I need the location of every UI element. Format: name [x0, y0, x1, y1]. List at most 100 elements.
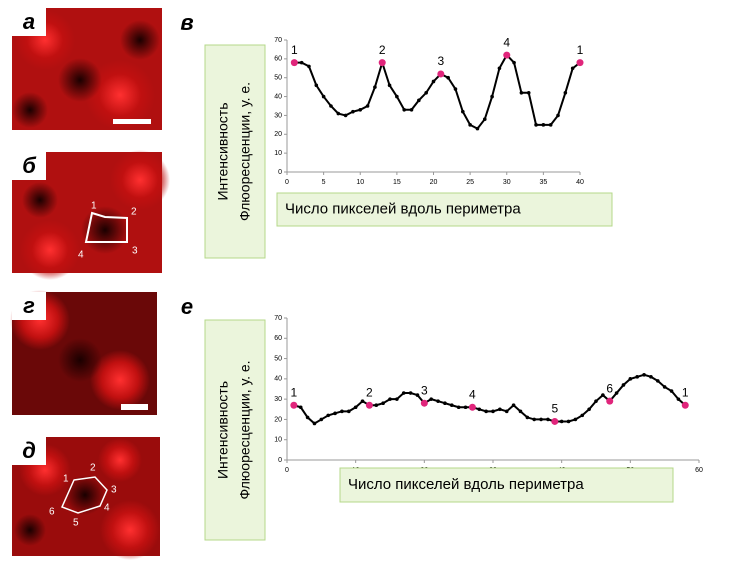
y-tick-label: 70	[274, 315, 282, 322]
data-point	[580, 413, 585, 418]
data-point	[326, 413, 331, 418]
marker	[420, 399, 428, 407]
y-axis-label: Флюоресценции, у. е.	[237, 82, 253, 221]
marker	[551, 417, 559, 425]
x-tick-label: 35	[539, 179, 547, 186]
x-tick-label: 5	[322, 179, 326, 186]
data-point	[556, 113, 560, 118]
data-point	[347, 409, 351, 414]
y-tick-label: 30	[274, 396, 282, 403]
data-point	[468, 123, 472, 127]
data-point	[491, 409, 495, 414]
point-label: 1	[63, 474, 69, 485]
x-tick-label: 40	[576, 179, 584, 186]
point-label: 4	[78, 250, 84, 261]
data-point	[401, 391, 406, 395]
marker-label: 4	[469, 387, 476, 401]
image-b: б 1 2 3 4	[12, 150, 170, 280]
x-tick-label: 0	[285, 179, 289, 186]
y-tick-label: 20	[274, 131, 282, 138]
data-point	[387, 83, 392, 88]
data-point	[614, 391, 619, 395]
point-label: 6	[49, 507, 55, 518]
point-label: 2	[90, 463, 96, 474]
data-point	[298, 405, 303, 410]
data-point	[456, 405, 461, 410]
panel-letter: д	[22, 438, 36, 463]
x-tick-label: 20	[430, 179, 438, 186]
data-point	[408, 391, 413, 395]
point-label: 3	[132, 246, 138, 257]
data-point	[534, 123, 538, 127]
marker	[437, 70, 445, 78]
data-point	[669, 389, 674, 393]
marker-label: 1	[291, 43, 298, 57]
y-tick-label: 60	[274, 335, 282, 342]
marker-label: 4	[503, 35, 510, 49]
data-point	[539, 417, 543, 422]
y-tick-label: 50	[274, 75, 282, 82]
data-point	[546, 417, 550, 422]
data-point	[484, 409, 488, 414]
data-point	[526, 91, 531, 95]
y-axis-label: Флюоресценции, у. е.	[237, 360, 253, 499]
data-point	[548, 123, 553, 127]
image-a: а	[12, 8, 162, 130]
data-point	[436, 399, 440, 403]
data-line	[293, 373, 686, 425]
data-point	[409, 107, 414, 112]
data-point	[525, 415, 530, 420]
data-point	[450, 403, 454, 408]
panel-letter: а	[23, 9, 35, 34]
data-point	[415, 393, 420, 397]
panel-letter: г	[23, 293, 35, 318]
marker-label: 3	[421, 383, 428, 397]
data-point	[343, 113, 348, 118]
data-point	[490, 94, 494, 99]
data-point	[319, 417, 324, 422]
x-tick-label: 15	[393, 179, 401, 186]
point-label: 2	[131, 207, 137, 218]
marker	[576, 59, 584, 67]
data-point	[463, 405, 468, 410]
data-point	[532, 417, 536, 422]
y-tick-label: 50	[274, 355, 282, 362]
data-point	[656, 379, 660, 383]
data-point	[431, 79, 436, 84]
data-point	[424, 91, 428, 95]
y-tick-label: 70	[274, 37, 282, 44]
marker-label: 2	[379, 43, 386, 57]
data-point	[559, 419, 564, 424]
data-point	[504, 409, 509, 414]
point-label: 4	[104, 503, 110, 514]
data-point	[628, 377, 633, 381]
panel-letter: е	[181, 294, 193, 319]
data-point	[314, 83, 319, 88]
point-label: 3	[111, 485, 117, 496]
data-point	[351, 109, 355, 114]
data-point	[329, 104, 333, 108]
data-point	[373, 85, 377, 89]
data-point	[642, 373, 646, 377]
y-tick-label: 30	[274, 112, 282, 119]
x-tick-label: 30	[503, 179, 511, 186]
image-g: г	[10, 290, 157, 415]
y-axis-label: Интенсивность	[215, 102, 231, 200]
x-tick-label: 0	[285, 467, 289, 474]
data-point	[312, 421, 317, 426]
data-point	[566, 419, 571, 424]
y-label-box	[204, 319, 266, 541]
data-point	[541, 123, 546, 127]
data-point	[475, 126, 480, 131]
data-point	[477, 407, 482, 412]
y-tick-label: 40	[274, 93, 282, 100]
y-tick-label: 10	[274, 150, 282, 157]
data-point	[417, 98, 421, 103]
x-tick-label: 10	[356, 179, 364, 186]
data-point	[518, 409, 523, 414]
x-label-box	[276, 192, 613, 227]
y-tick-label: 0	[278, 457, 282, 464]
data-point	[573, 417, 578, 422]
y-tick-label: 40	[274, 376, 282, 383]
